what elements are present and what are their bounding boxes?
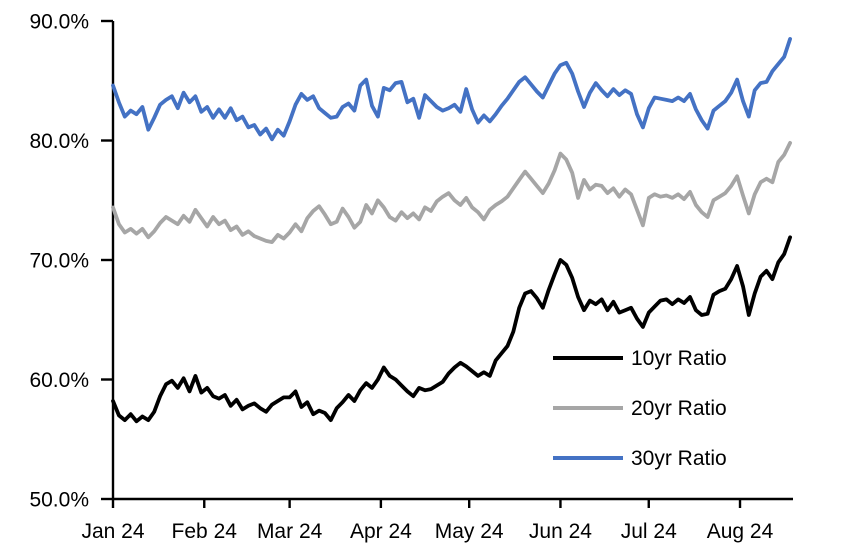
y-tick-label: 80.0% <box>29 130 89 153</box>
x-tick-label: Mar 24 <box>257 520 323 543</box>
legend-swatch-10yr <box>553 356 623 360</box>
legend-item-10yr: 10yr Ratio <box>553 333 727 383</box>
legend-item-20yr: 20yr Ratio <box>553 383 727 433</box>
x-tick-label: Jan 24 <box>81 520 144 543</box>
legend-swatch-30yr <box>553 456 623 460</box>
legend-swatch-20yr <box>553 406 623 410</box>
x-tick-label: Feb 24 <box>172 520 238 543</box>
line-30yr-ratio <box>111 37 792 142</box>
legend: 10yr Ratio 20yr Ratio 30yr Ratio <box>553 333 727 483</box>
x-axis-ticks: Jan 24 Feb 24 Mar 24 Apr 24 May 24 Jun 24 Jul … <box>81 499 774 543</box>
plot-series <box>111 37 792 424</box>
legend-item-30yr: 30yr Ratio <box>553 433 727 483</box>
x-tick-label: Jun 24 <box>529 520 592 543</box>
y-axis-ticks: 90.0% 80.0% 70.0% 60.0% 50.0% <box>29 11 113 512</box>
line-20yr-ratio <box>111 140 792 245</box>
x-tick-label: Apr 24 <box>350 520 412 543</box>
x-tick-label: Jul 24 <box>621 520 677 543</box>
y-tick-label: 50.0% <box>29 489 89 512</box>
x-tick-label: May 24 <box>435 520 504 543</box>
line-10yr-ratio <box>111 235 792 424</box>
y-tick-label: 90.0% <box>29 11 89 34</box>
legend-label-30yr: 30yr Ratio <box>631 446 727 470</box>
legend-label-10yr: 10yr Ratio <box>631 346 727 370</box>
x-tick-label: Aug 24 <box>707 520 774 543</box>
legend-label-20yr: 20yr Ratio <box>631 396 727 420</box>
y-tick-label: 70.0% <box>29 250 89 273</box>
y-tick-label: 60.0% <box>29 369 89 392</box>
